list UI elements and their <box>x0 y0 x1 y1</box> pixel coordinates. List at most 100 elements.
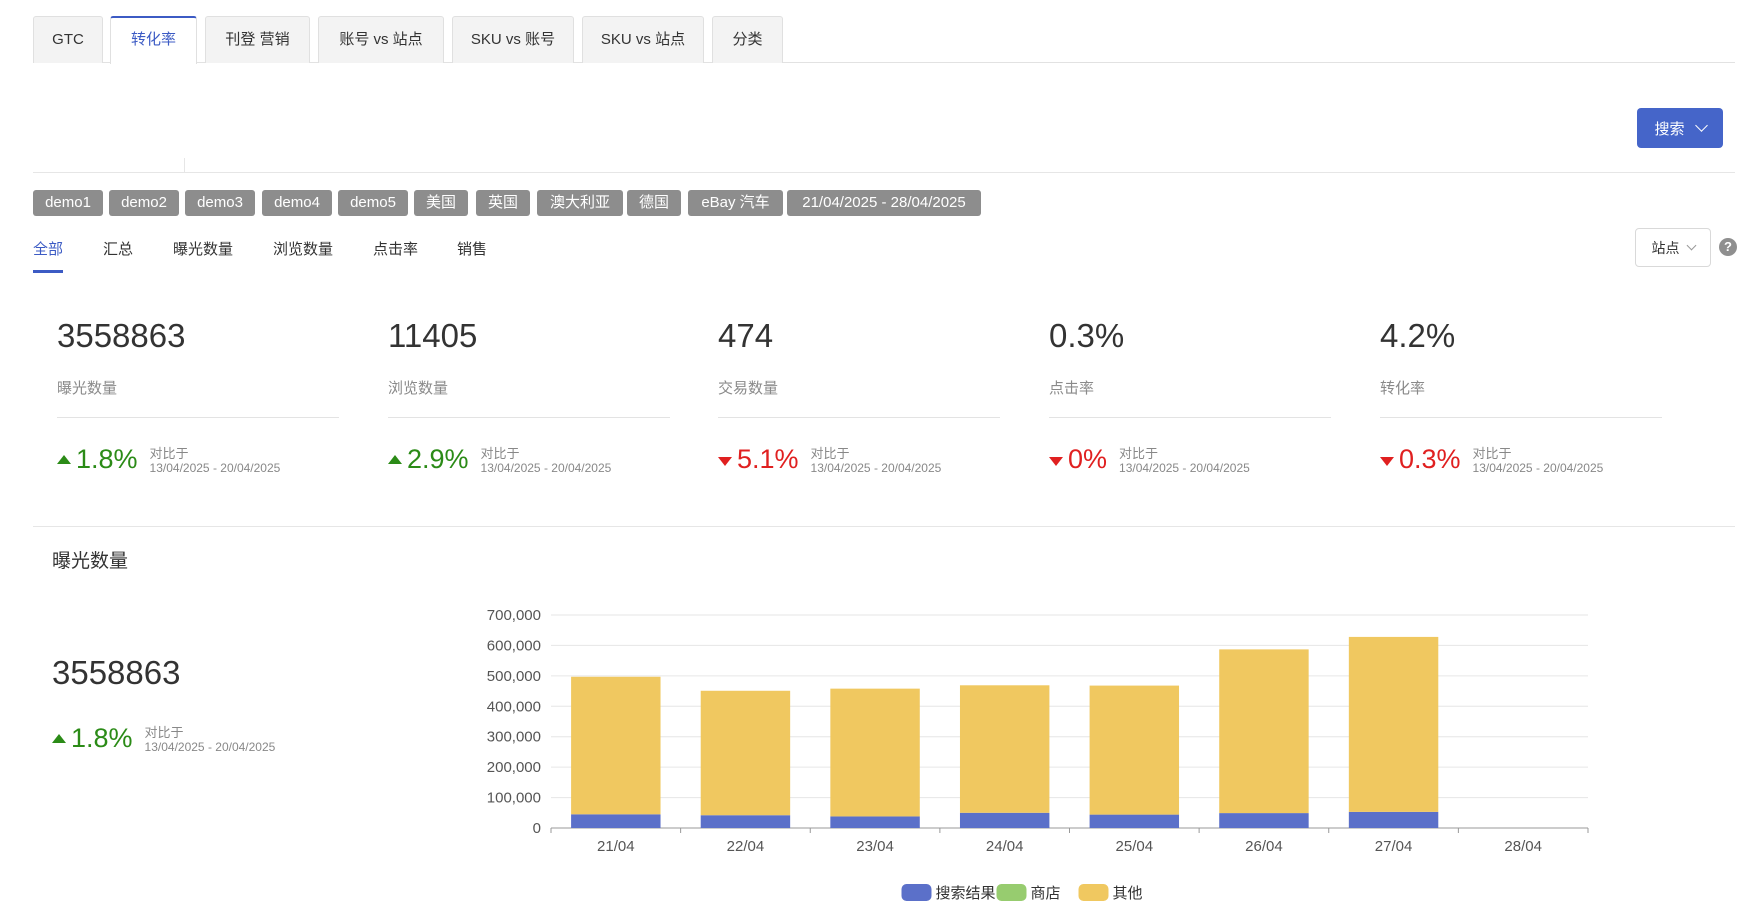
metric-change: 1.8% 对比于 13/04/2025 - 20/04/2025 <box>57 444 339 476</box>
subtab-click-rate[interactable]: 点击率 <box>373 241 419 258</box>
bar <box>571 676 661 815</box>
subtab-all[interactable]: 全部 <box>33 241 64 258</box>
compare-label: 对比于 <box>149 446 189 461</box>
bar <box>830 688 920 817</box>
x-tick-label: 22/04 <box>727 838 765 855</box>
compare-label: 对比于 <box>810 446 850 461</box>
compare-info: 对比于 13/04/2025 - 20/04/2025 <box>150 446 281 476</box>
x-tick-label: 26/04 <box>1245 838 1283 855</box>
divider-tick <box>184 158 185 172</box>
filter-tag: 澳大利亚 <box>537 190 623 216</box>
compare-label: 对比于 <box>480 446 520 461</box>
subtab-impressions[interactable]: 曝光数量 <box>173 241 234 258</box>
compare-range: 13/04/2025 - 20/04/2025 <box>810 461 942 475</box>
y-tick-label: 200,000 <box>487 759 541 776</box>
bar <box>959 685 1050 813</box>
change-percent: 2.9% <box>407 444 469 474</box>
impressions-chart: 0 100,000 200,000 300,000 400,000 500,000 600,… <box>470 600 1620 910</box>
change-percent: 1.8% <box>71 723 133 753</box>
filter-tag: demo4 <box>262 190 332 216</box>
tab-gtc[interactable]: GTC <box>33 16 103 63</box>
active-tab-indicator <box>33 270 63 273</box>
chevron-down-icon <box>1686 240 1696 251</box>
search-button[interactable]: 搜索 <box>1637 108 1723 148</box>
section-change: 1.8% 对比于 13/04/2025 - 20/04/2025 <box>52 723 275 755</box>
divider <box>33 526 1735 527</box>
bar <box>1348 811 1439 828</box>
divider <box>1380 417 1662 418</box>
section-total: 3558863 <box>52 654 181 691</box>
bar <box>700 815 791 828</box>
compare-info: 对比于 13/04/2025 - 20/04/2025 <box>811 446 942 476</box>
y-tick-label: 600,000 <box>487 637 541 654</box>
metric-label: 曝光数量 <box>57 380 118 397</box>
metric-card-impressions: 3558863 曝光数量 1.8% 对比于 13/04/2025 - 20/04… <box>57 316 339 476</box>
metric-change: 0.3% 对比于 13/04/2025 - 20/04/2025 <box>1380 444 1662 476</box>
y-tick-label: 700,000 <box>487 607 541 624</box>
legend-label: 商店 <box>1031 885 1061 902</box>
legend-label: 搜索结果 <box>936 885 996 902</box>
x-tick-label: 25/04 <box>1116 838 1154 855</box>
metric-value: 474 <box>718 317 774 354</box>
filter-tag: 德国 <box>627 190 681 216</box>
metric-label: 交易数量 <box>718 380 779 397</box>
section-title: 曝光数量 <box>52 551 129 572</box>
divider <box>1049 417 1331 418</box>
arrow-up-icon <box>52 734 66 743</box>
x-tick-label: 28/04 <box>1504 838 1542 855</box>
metric-value: 11405 <box>388 317 478 354</box>
compare-label: 对比于 <box>1119 446 1159 461</box>
subtab-sales[interactable]: 销售 <box>457 241 488 258</box>
tab-category[interactable]: 分类 <box>712 16 783 63</box>
arrow-down-icon <box>1380 457 1394 466</box>
y-tick-label: 400,000 <box>487 698 541 715</box>
metric-label: 点击率 <box>1049 380 1095 397</box>
bar <box>1089 685 1180 815</box>
metric-label: 转化率 <box>1380 380 1426 397</box>
question-icon[interactable]: ? <box>1719 238 1737 256</box>
tab-listing-marketing[interactable]: 刊登 营销 <box>205 16 310 63</box>
chart-svg: 0 100,000 200,000 300,000 400,000 500,000 600,… <box>487 607 1589 902</box>
compare-info: 对比于 13/04/2025 - 20/04/2025 <box>481 446 612 476</box>
compare-info: 对比于 13/04/2025 - 20/04/2025 <box>1119 446 1250 476</box>
filter-tag: 美国 <box>414 190 468 216</box>
compare-info: 对比于 13/04/2025 - 20/04/2025 <box>145 725 276 755</box>
compare-label: 对比于 <box>144 725 184 740</box>
metric-card-transactions: 474 交易数量 5.1% 对比于 13/04/2025 - 20/04/202… <box>718 316 1000 476</box>
metric-card-conversion-rate: 4.2% 转化率 0.3% 对比于 13/04/2025 - 20/04/202… <box>1380 316 1662 476</box>
bar <box>1219 813 1309 828</box>
compare-range: 13/04/2025 - 20/04/2025 <box>1119 461 1250 475</box>
divider <box>388 417 670 418</box>
bar <box>959 812 1050 828</box>
change-percent: 0% <box>1068 444 1108 474</box>
bar <box>1219 649 1309 814</box>
metric-change: 5.1% 对比于 13/04/2025 - 20/04/2025 <box>718 444 1000 476</box>
arrow-up-icon <box>388 455 402 464</box>
metric-change: 0% 对比于 13/04/2025 - 20/04/2025 <box>1049 444 1331 476</box>
filter-tag: 英国 <box>476 190 530 216</box>
x-tick-label: 21/04 <box>597 838 635 855</box>
tab-account-vs-site[interactable]: 账号 vs 站点 <box>318 16 444 63</box>
metric-change: 2.9% 对比于 13/04/2025 - 20/04/2025 <box>388 444 670 476</box>
metric-card-click-rate: 0.3% 点击率 0% 对比于 13/04/2025 - 20/04/2025 <box>1049 316 1331 476</box>
tab-conversion-rate[interactable]: 转化率 <box>110 16 197 64</box>
site-select[interactable]: 站点 <box>1635 228 1711 267</box>
metric-label: 浏览数量 <box>388 380 449 397</box>
arrow-down-icon <box>718 457 732 466</box>
filter-tag: demo1 <box>33 190 103 216</box>
change-percent: 0.3% <box>1399 444 1461 474</box>
site-select-label: 站点 <box>1651 239 1680 256</box>
change-percent: 1.8% <box>76 444 138 474</box>
divider <box>57 417 339 418</box>
x-tick-label: 27/04 <box>1375 838 1413 855</box>
metric-value: 3558863 <box>57 317 186 354</box>
top-tab-bar: GTC 转化率 刊登 营销 账号 vs 站点 SKU vs 账号 SKU vs … <box>33 16 1735 64</box>
tab-sku-vs-account[interactable]: SKU vs 账号 <box>452 16 574 63</box>
bar <box>571 814 661 828</box>
bar <box>1348 636 1439 812</box>
subtab-summary[interactable]: 汇总 <box>103 241 134 258</box>
compare-range: 13/04/2025 - 20/04/2025 <box>1472 461 1604 475</box>
y-tick-label: 100,000 <box>487 790 541 807</box>
tab-sku-vs-site[interactable]: SKU vs 站点 <box>582 16 704 63</box>
subtab-views[interactable]: 浏览数量 <box>273 241 334 258</box>
